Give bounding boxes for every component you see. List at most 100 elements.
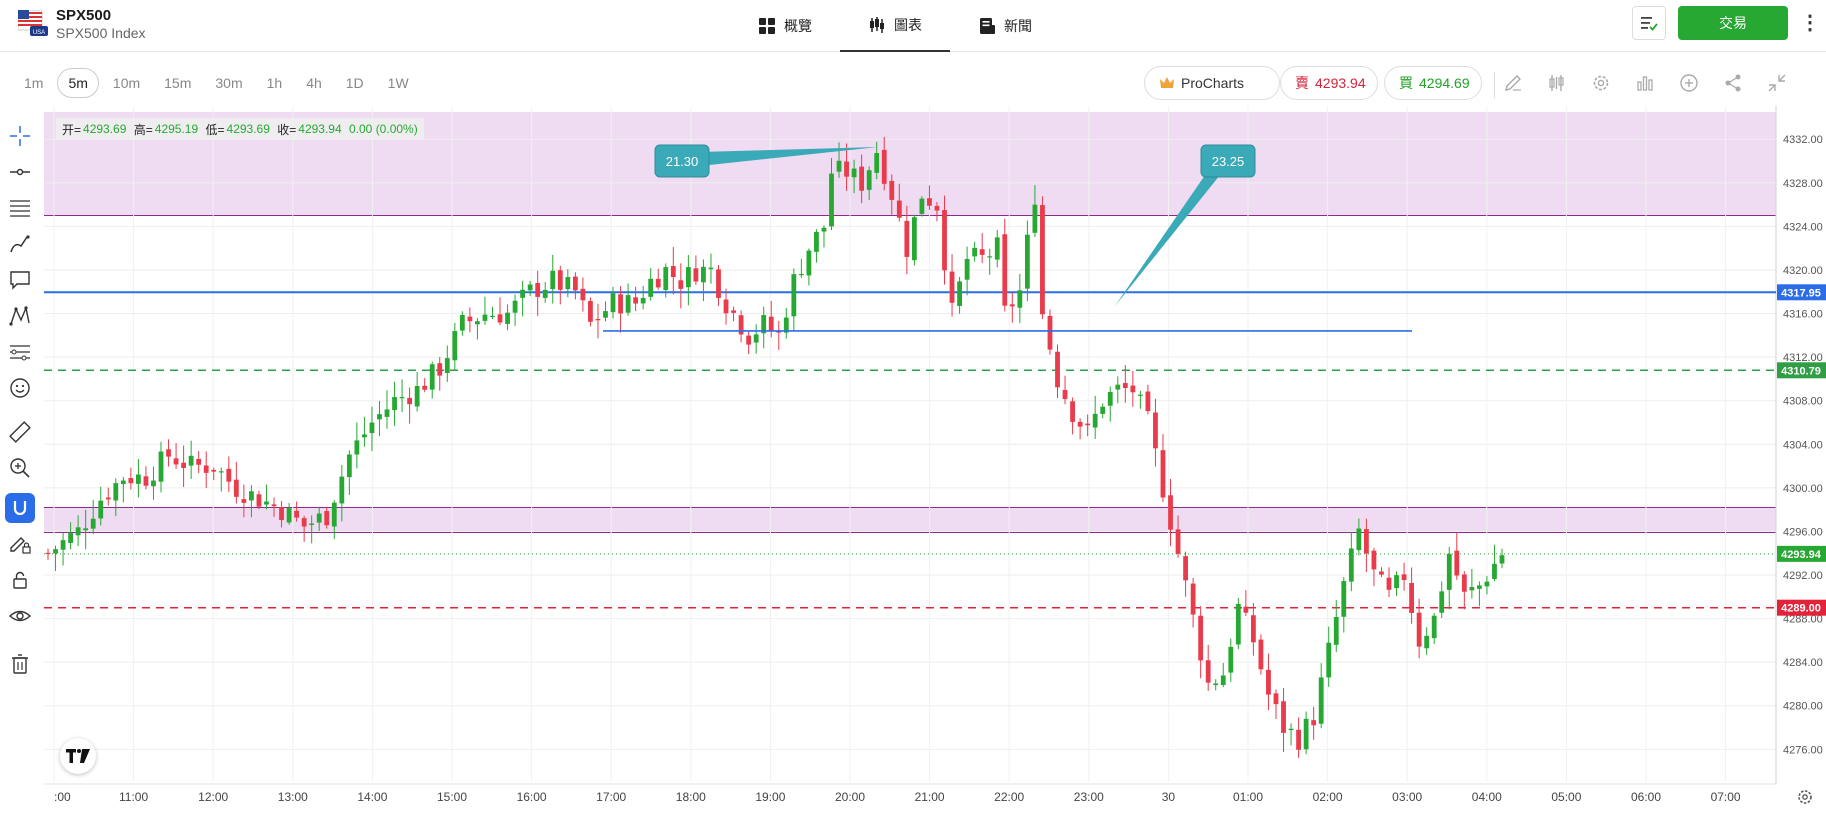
candle-body — [972, 247, 978, 257]
time-tick-label: 06:00 — [1631, 790, 1661, 804]
callout-label: 23.25 — [1212, 154, 1245, 169]
candle-body — [1469, 587, 1475, 591]
timeframe-1h[interactable]: 1h — [266, 75, 283, 91]
resistance-price-tag — [1777, 284, 1826, 301]
candle-body — [414, 385, 420, 407]
share-icon[interactable] — [1720, 70, 1746, 96]
candle-body — [648, 278, 654, 297]
magnet-icon[interactable] — [0, 490, 40, 526]
price-tick-label: 4312.00 — [1783, 352, 1823, 364]
emoji-icon[interactable] — [0, 370, 40, 406]
procharts-button[interactable]: ProCharts — [1144, 66, 1280, 100]
candle-body — [158, 451, 164, 482]
toolbar-divider — [1494, 72, 1495, 98]
candle-body — [640, 297, 646, 304]
candle-body — [1122, 383, 1128, 388]
timeframe-5m[interactable]: 5m — [57, 68, 99, 98]
comment-icon[interactable] — [0, 262, 40, 298]
time-tick-label: 11:00 — [119, 790, 148, 804]
candle-body — [90, 518, 96, 529]
candle-body — [151, 480, 156, 487]
timeframe-30m[interactable]: 30m — [215, 75, 243, 91]
crosshair-icon[interactable] — [0, 118, 40, 154]
indicators-icon[interactable] — [1544, 70, 1570, 96]
bar-chart-icon[interactable] — [1632, 70, 1658, 96]
timeframe-10m[interactable]: 10m — [112, 75, 141, 91]
candle-body — [1431, 615, 1437, 639]
zoom-in-icon[interactable] — [0, 450, 40, 486]
fib-lines-icon[interactable] — [0, 190, 40, 226]
horizontal-line-icon[interactable] — [0, 154, 40, 190]
time-tick-label: 14:00 — [357, 790, 387, 804]
candle-body — [1190, 583, 1196, 615]
buy-price-button[interactable]: 買 4294.69 — [1384, 66, 1482, 100]
candle-body — [1341, 581, 1347, 617]
trash-icon[interactable] — [0, 646, 40, 682]
candle-body — [1394, 575, 1399, 589]
candle-body — [1205, 660, 1211, 683]
time-tick-label: 22:00 — [994, 790, 1024, 804]
candle-body — [1424, 635, 1430, 649]
sell-price: 4293.94 — [1315, 75, 1366, 91]
time-tick-label: 05:00 — [1551, 790, 1581, 804]
timeframe-1w[interactable]: 1W — [387, 75, 409, 91]
support-price-tag-text: 4310.79 — [1781, 365, 1821, 377]
candle-body — [934, 205, 940, 211]
candle-body — [618, 294, 623, 314]
candle-body — [1379, 571, 1384, 575]
tab-news[interactable]: 新聞 — [950, 0, 1060, 52]
collapse-icon[interactable] — [1764, 70, 1790, 96]
timeframe-1m[interactable]: 1m — [24, 75, 44, 91]
projection-icon[interactable] — [0, 334, 40, 370]
candle-body — [851, 168, 857, 178]
candle-body — [136, 474, 141, 484]
candle-body — [836, 160, 842, 172]
lock-draw-icon[interactable] — [0, 526, 40, 562]
more-menu-icon[interactable]: ⋮ — [1800, 12, 1820, 34]
price-tick-label: 4276.00 — [1783, 744, 1823, 756]
candle-body — [490, 315, 495, 318]
candle-body — [467, 316, 473, 322]
tab-overview[interactable]: 概覽 — [730, 0, 840, 52]
candle-body — [166, 449, 171, 457]
brush-icon[interactable] — [0, 226, 40, 262]
candle-body — [241, 499, 247, 503]
candle-body — [723, 299, 729, 314]
tab-chart[interactable]: 圖表 — [840, 0, 950, 52]
candle-body — [542, 289, 548, 298]
candle-body — [670, 265, 676, 278]
sell-price-button[interactable]: 賣 4293.94 — [1280, 66, 1378, 100]
time-tick-label: 23:00 — [1074, 790, 1104, 804]
candle-body — [1002, 234, 1008, 306]
timeframe-4h[interactable]: 4h — [306, 75, 322, 91]
timeframe-15m[interactable]: 15m — [164, 75, 192, 91]
timeframe-1d[interactable]: 1D — [345, 75, 364, 91]
candle-body — [1484, 581, 1490, 587]
candle-body — [1348, 548, 1354, 582]
ruler-icon[interactable] — [0, 414, 40, 450]
stop-price-tag — [1777, 599, 1826, 616]
candle-body — [60, 540, 66, 550]
pattern-icon[interactable] — [0, 298, 40, 334]
axis-settings-icon[interactable] — [1796, 788, 1814, 806]
candle-body — [610, 293, 616, 313]
candle-body — [1145, 391, 1151, 412]
price-tick-label: 4288.00 — [1783, 614, 1823, 626]
lock-icon[interactable] — [0, 562, 40, 598]
add-icon[interactable] — [1676, 70, 1702, 96]
candle-body — [979, 249, 985, 255]
settings-icon[interactable] — [1588, 70, 1614, 96]
candle-body — [1439, 591, 1445, 613]
eye-icon[interactable] — [0, 598, 40, 634]
time-tick-label: 01:00 — [1233, 790, 1263, 804]
candle-body — [384, 409, 390, 417]
trade-button[interactable]: 交易 — [1678, 6, 1788, 40]
candle-body — [1153, 412, 1158, 449]
tradingview-logo[interactable] — [60, 738, 96, 774]
candle-body — [874, 153, 880, 173]
price-tick-label: 4292.00 — [1783, 570, 1823, 582]
time-tick-label: 20:00 — [835, 790, 865, 804]
watchlist-button[interactable] — [1632, 6, 1666, 40]
pencil-icon[interactable] — [1500, 70, 1526, 96]
candle-body — [399, 397, 405, 399]
